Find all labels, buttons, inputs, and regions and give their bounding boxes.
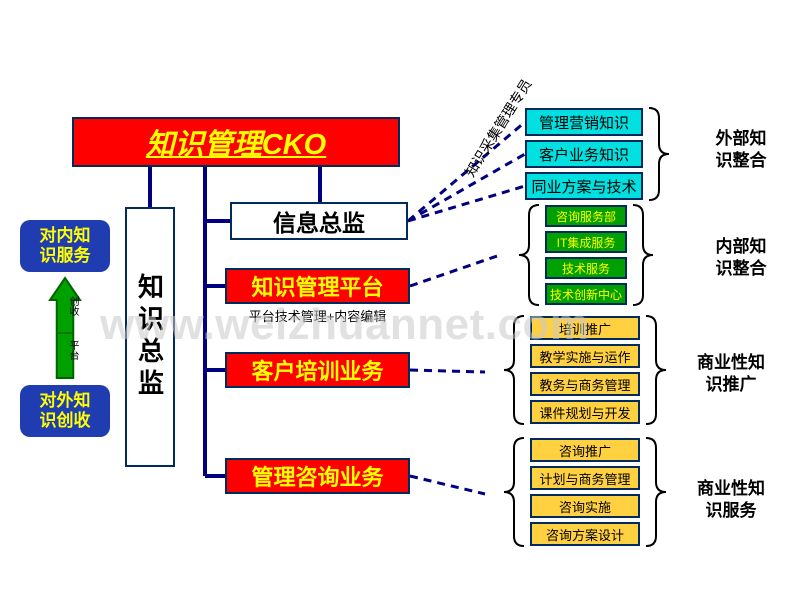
info-director-box: 信息总监 [230, 202, 408, 240]
knowledge-director-box: 知识总监 [125, 207, 175, 467]
orange1-item-1: 教学实施与运作 [530, 344, 640, 368]
red-box-1: 客户培训业务 [225, 352, 410, 388]
green-item-2: 技术服务 [545, 257, 627, 279]
cyan-item-1: 客户业务知识 [525, 140, 643, 168]
red-box-subtitle-0: 平台技术管理+内容编辑 [225, 306, 410, 325]
right-label-3: 商业性知识服务 [686, 478, 776, 522]
blue-callout-1: 对外知识创收 [20, 385, 110, 437]
green-item-1: IT集成服务 [545, 231, 627, 253]
red-box-2: 管理咨询业务 [225, 458, 410, 494]
right-label-1: 内部知识整合 [696, 236, 786, 280]
cyan-item-0: 管理营销知识 [525, 108, 643, 136]
green-item-3: 技术创新中心 [545, 283, 627, 305]
orange2-item-3: 咨询方案设计 [530, 522, 640, 546]
orange1-item-0: 培训推广 [530, 316, 640, 340]
knowledge-director-text: 知识总监 [132, 273, 169, 401]
blue-callout-0: 对内知识服务 [20, 220, 110, 272]
info-director-text: 信息总监 [273, 204, 365, 238]
orange1-item-2: 教务与商务管理 [530, 372, 640, 396]
red-box-0: 知识管理平台 [225, 268, 410, 304]
orange2-item-0: 咨询推广 [530, 438, 640, 462]
arrow-top-text: 创收 [50, 296, 80, 316]
title-cko-box: 知识管理CKO [72, 117, 400, 167]
right-label-2: 商业性知识推广 [686, 352, 776, 396]
orange1-item-3: 课件规划与开发 [530, 400, 640, 424]
green-item-0: 咨询服务部 [545, 205, 627, 227]
right-label-0: 外部知识整合 [696, 128, 786, 172]
cyan-item-2: 同业方案与技术 [525, 172, 643, 200]
arrow-bottom-text: 平台 [50, 340, 80, 360]
orange2-item-1: 计划与商务管理 [530, 466, 640, 490]
title-cko-text: 知识管理CKO [146, 121, 326, 163]
orange2-item-2: 咨询实施 [530, 494, 640, 518]
